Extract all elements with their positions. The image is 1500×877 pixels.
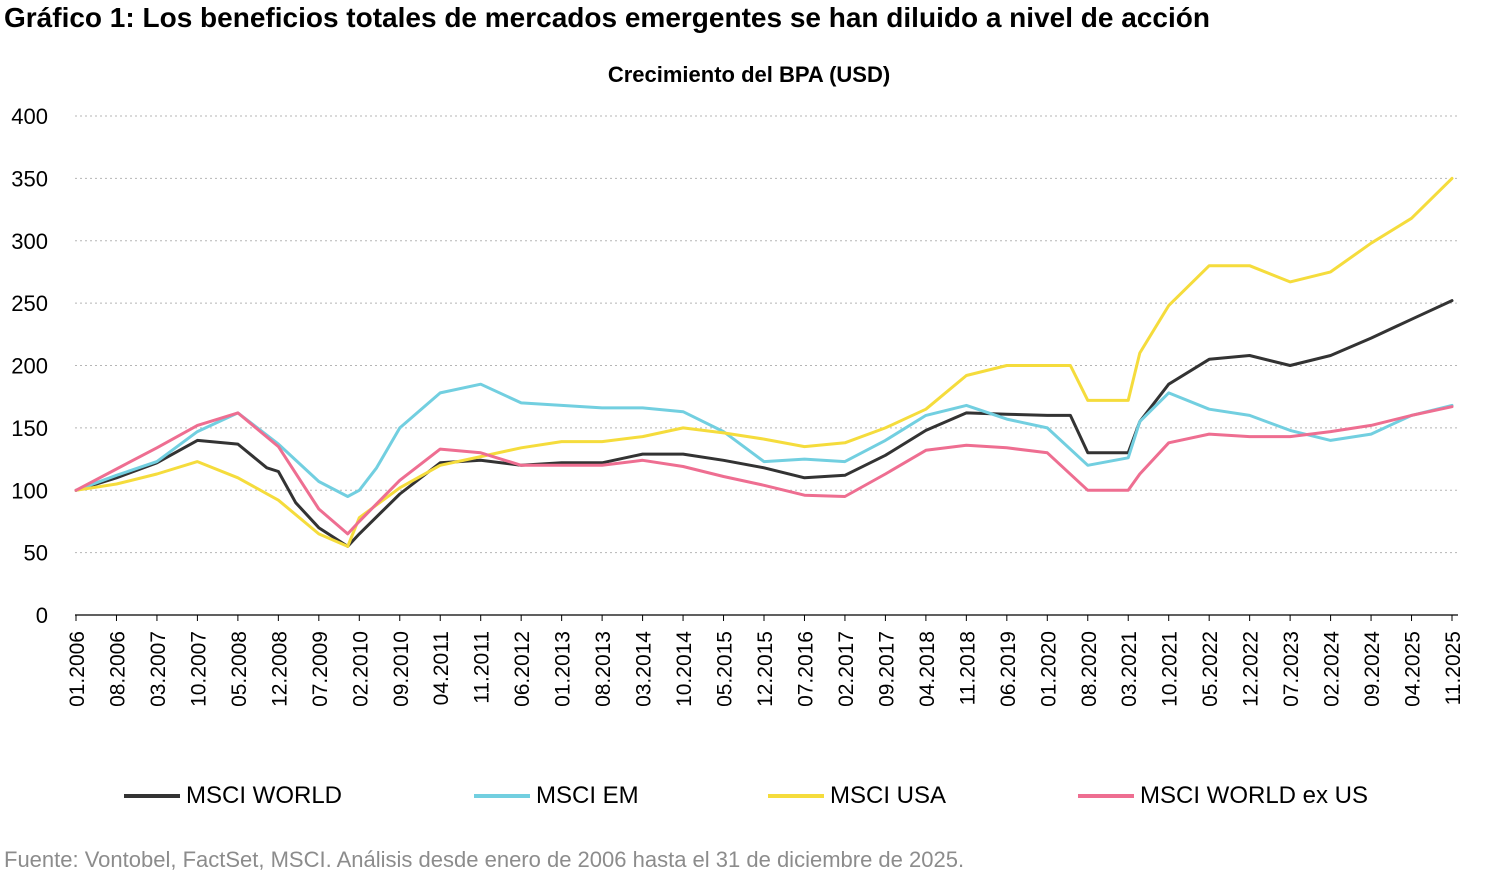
- x-tick-label: 07.2023: [1280, 631, 1303, 707]
- x-tick-label: 06.2012: [511, 631, 534, 707]
- x-tick-label: 07.2016: [794, 631, 817, 707]
- x-tick-label: 02.2024: [1321, 631, 1344, 707]
- legend-swatch: [768, 794, 824, 798]
- x-tick-label: 03.2021: [1118, 631, 1141, 707]
- x-tick-label: 12.2015: [754, 631, 777, 707]
- x-tick-label: 12.2022: [1240, 631, 1263, 707]
- legend-item: MSCI WORLD ex US: [1078, 778, 1368, 814]
- series-line-msci-em: [74, 382, 1454, 498]
- y-tick-label: 400: [11, 104, 48, 129]
- x-axis: 01.2006 08.2006 03.2007 10.2007 05.2008 12.20…: [66, 614, 1465, 707]
- y-axis: 0 50 100 150 200 250 300 350 400: [11, 104, 48, 628]
- x-tick-label: 12.2008: [268, 631, 291, 707]
- line-chart: Crecimiento del BPA (USD) 0 50 100 150 200 25…: [11, 62, 1465, 707]
- x-tick-label: 08.2020: [1078, 631, 1101, 707]
- x-tick-label: 11.2018: [956, 631, 979, 705]
- x-tick-label: 10.2014: [673, 631, 696, 707]
- legend-swatch: [1078, 794, 1134, 798]
- x-tick-label: 11.2025: [1442, 631, 1465, 705]
- x-tick-label: 09.2024: [1361, 631, 1384, 707]
- y-tick-label: 0: [36, 603, 48, 628]
- x-tick-label: 09.2017: [875, 631, 898, 707]
- legend-item: MSCI USA: [768, 778, 946, 814]
- x-tick-label: 01.2006: [66, 631, 89, 707]
- source-note: Fuente: Vontobel, FactSet, MSCI. Análisi…: [4, 847, 965, 872]
- x-tick-label: 08.2013: [592, 631, 615, 707]
- legend-label: MSCI WORLD: [186, 782, 342, 809]
- y-tick-label: 50: [24, 541, 48, 566]
- y-tick-label: 150: [11, 416, 48, 441]
- legend-label: MSCI EM: [536, 782, 639, 809]
- figure-title: Gráfico 1: Los beneficios totales de mer…: [4, 2, 1210, 33]
- x-tick-label: 03.2014: [633, 631, 656, 707]
- x-tick-label: 04.2018: [916, 631, 939, 707]
- x-tick-label: 01.2020: [1037, 631, 1060, 707]
- legend-item: MSCI WORLD: [124, 778, 342, 814]
- x-tick-label: 06.2019: [997, 631, 1020, 707]
- x-tick-label: 05.2015: [714, 631, 737, 707]
- legend-label: MSCI USA: [830, 782, 947, 809]
- x-tick-label: 02.2010: [349, 631, 372, 707]
- series-line-msci-world: [74, 299, 1454, 548]
- x-tick-label: 09.2010: [390, 631, 413, 707]
- legend-swatch: [124, 794, 180, 798]
- x-tick-label: 08.2006: [106, 631, 129, 707]
- x-tick-label: 10.2021: [1159, 631, 1182, 707]
- series-lines: [74, 176, 1454, 548]
- chart-title: Crecimiento del BPA (USD): [608, 62, 890, 87]
- legend: MSCI WORLD MSCI EM MSCI USA MSCI WORLD ex U…: [0, 778, 1500, 818]
- x-tick-label: 02.2017: [835, 631, 858, 707]
- x-tick-label: 05.2008: [228, 631, 251, 707]
- x-tick-label: 07.2009: [309, 631, 332, 707]
- x-tick-label: 04.2025: [1402, 631, 1425, 707]
- legend-item: MSCI EM: [474, 778, 639, 814]
- x-tick-label: 05.2022: [1199, 631, 1222, 707]
- x-tick-label: 01.2013: [552, 631, 575, 707]
- legend-label: MSCI WORLD ex US: [1140, 782, 1369, 809]
- x-tick-label: 10.2007: [187, 631, 210, 707]
- x-tick-label: 04.2011: [430, 631, 453, 705]
- y-tick-label: 350: [11, 166, 48, 191]
- y-tick-label: 200: [11, 354, 48, 379]
- y-tick-label: 250: [11, 291, 48, 316]
- x-tick-label: 03.2007: [147, 631, 170, 707]
- y-tick-label: 300: [11, 229, 48, 254]
- series-line-msci-world-ex-us: [74, 405, 1454, 536]
- x-tick-label: 11.2011: [471, 631, 494, 704]
- y-tick-label: 100: [11, 478, 48, 503]
- series-line-msci-usa: [74, 176, 1454, 548]
- legend-swatch: [474, 794, 530, 798]
